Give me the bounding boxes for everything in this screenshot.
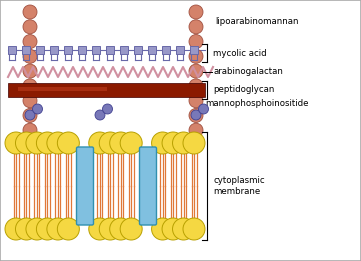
Circle shape — [36, 218, 58, 240]
Circle shape — [173, 132, 195, 154]
Circle shape — [23, 138, 37, 152]
Circle shape — [23, 5, 37, 19]
Circle shape — [191, 110, 201, 120]
Bar — [50, 46, 58, 54]
Circle shape — [189, 138, 203, 152]
Circle shape — [189, 94, 203, 108]
Circle shape — [120, 132, 142, 154]
Circle shape — [189, 108, 203, 122]
Circle shape — [25, 110, 35, 120]
Bar — [176, 46, 184, 54]
Circle shape — [120, 218, 142, 240]
Circle shape — [23, 20, 37, 34]
Circle shape — [23, 64, 37, 78]
Bar — [8, 46, 16, 54]
Circle shape — [32, 104, 43, 114]
Bar — [22, 46, 30, 54]
Circle shape — [5, 132, 27, 154]
Circle shape — [173, 218, 195, 240]
Circle shape — [26, 218, 48, 240]
Bar — [64, 46, 72, 54]
Circle shape — [23, 94, 37, 108]
Circle shape — [99, 132, 121, 154]
Circle shape — [199, 104, 209, 114]
Circle shape — [189, 49, 203, 63]
Circle shape — [57, 132, 79, 154]
Circle shape — [23, 108, 37, 122]
Circle shape — [103, 104, 113, 114]
Text: lipoarabinomannan: lipoarabinomannan — [215, 17, 299, 26]
Circle shape — [189, 123, 203, 137]
Circle shape — [99, 218, 121, 240]
Text: cytoplasmic
membrane: cytoplasmic membrane — [213, 176, 265, 196]
Bar — [78, 46, 86, 54]
Circle shape — [57, 218, 79, 240]
Bar — [18, 86, 106, 91]
Circle shape — [16, 218, 38, 240]
Circle shape — [189, 5, 203, 19]
Circle shape — [189, 64, 203, 78]
FancyBboxPatch shape — [77, 147, 93, 225]
Bar — [162, 46, 170, 54]
Circle shape — [183, 218, 205, 240]
Circle shape — [189, 20, 203, 34]
Circle shape — [47, 132, 69, 154]
Circle shape — [162, 218, 184, 240]
Circle shape — [110, 132, 132, 154]
FancyBboxPatch shape — [139, 147, 157, 225]
Circle shape — [5, 218, 27, 240]
Bar — [134, 46, 142, 54]
Bar — [148, 46, 156, 54]
Bar — [8, 83, 205, 97]
Circle shape — [16, 132, 38, 154]
Circle shape — [189, 34, 203, 49]
Bar — [92, 46, 100, 54]
Circle shape — [152, 218, 174, 240]
Circle shape — [36, 132, 58, 154]
Bar — [106, 46, 114, 54]
Circle shape — [152, 132, 174, 154]
Circle shape — [23, 79, 37, 93]
Text: arabinogalactan: arabinogalactan — [213, 68, 283, 76]
Circle shape — [26, 132, 48, 154]
Bar — [190, 46, 198, 54]
Circle shape — [23, 49, 37, 63]
Text: mycolic acid: mycolic acid — [213, 49, 267, 57]
Text: mannophosphoinositide: mannophosphoinositide — [205, 98, 309, 108]
Bar — [36, 46, 44, 54]
Text: peptidoglycan: peptidoglycan — [213, 86, 274, 94]
Circle shape — [23, 34, 37, 49]
Circle shape — [110, 218, 132, 240]
Bar — [120, 46, 128, 54]
Circle shape — [162, 132, 184, 154]
Circle shape — [89, 132, 111, 154]
Circle shape — [189, 79, 203, 93]
Circle shape — [47, 218, 69, 240]
Circle shape — [95, 110, 105, 120]
Circle shape — [183, 132, 205, 154]
Circle shape — [23, 123, 37, 137]
Circle shape — [89, 218, 111, 240]
